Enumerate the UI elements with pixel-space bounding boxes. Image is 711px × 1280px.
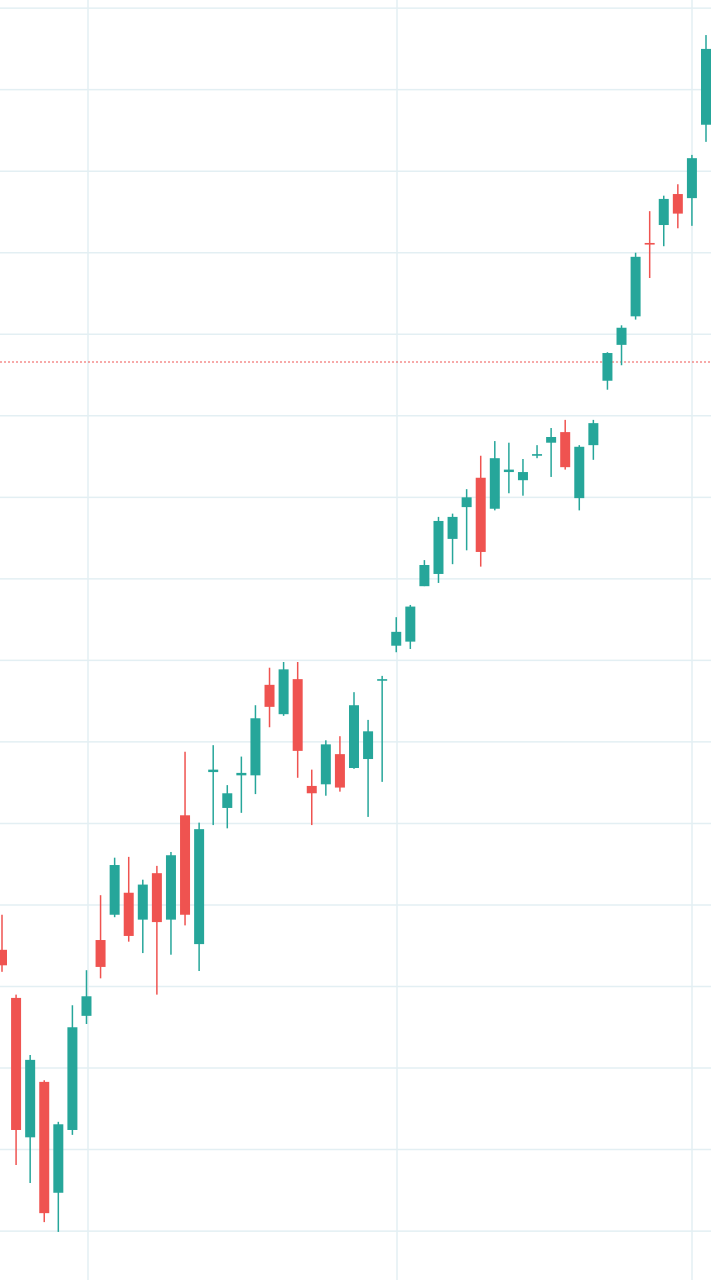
candle-body [123,892,134,936]
candle-body [658,198,669,226]
candle-body [461,497,472,508]
candle-body [363,731,374,760]
candle-body [151,873,162,923]
candle-body [53,1124,64,1193]
candle-body [39,1081,50,1214]
candle-body [25,1059,36,1138]
candle-body [306,785,317,794]
candle-body [560,432,571,468]
vertical-grid [87,0,693,1280]
candle-body [405,606,416,642]
candle-body [180,815,191,915]
candle-body [278,669,289,715]
candle-body [377,679,388,681]
candle-body [616,327,627,345]
candle-body [11,997,22,1130]
candle-body [517,472,528,481]
candle-body [0,949,7,966]
candle-body [475,477,486,552]
candle-body [433,520,444,574]
candle-body [250,718,261,776]
candle-body [165,855,176,920]
candle-body [208,769,219,773]
candle-body [391,631,402,646]
candle-body [588,423,599,446]
candle-body [672,194,683,214]
candle-body [95,940,106,967]
candle-body [194,829,205,945]
candle-body [349,705,359,768]
candle-body [602,353,613,381]
candle-body [686,158,697,199]
candle-body [292,679,303,751]
candle-body [419,564,430,587]
candle-body [264,684,275,707]
candle-body [574,446,585,499]
candle-body [137,884,148,920]
candle-body [67,1027,78,1130]
candle-body [532,454,543,456]
candle-body [236,772,247,776]
candle-body [109,865,120,915]
candle-body [489,458,500,509]
candle-body [503,469,514,473]
candle-body [546,436,557,443]
candle-body [320,744,331,785]
candle-body [701,48,711,125]
candle-body [644,242,655,245]
candle-body [334,754,345,788]
candle-body [222,793,233,808]
candle-body [81,996,92,1016]
candle-body [447,516,458,539]
candle-body [630,256,641,317]
